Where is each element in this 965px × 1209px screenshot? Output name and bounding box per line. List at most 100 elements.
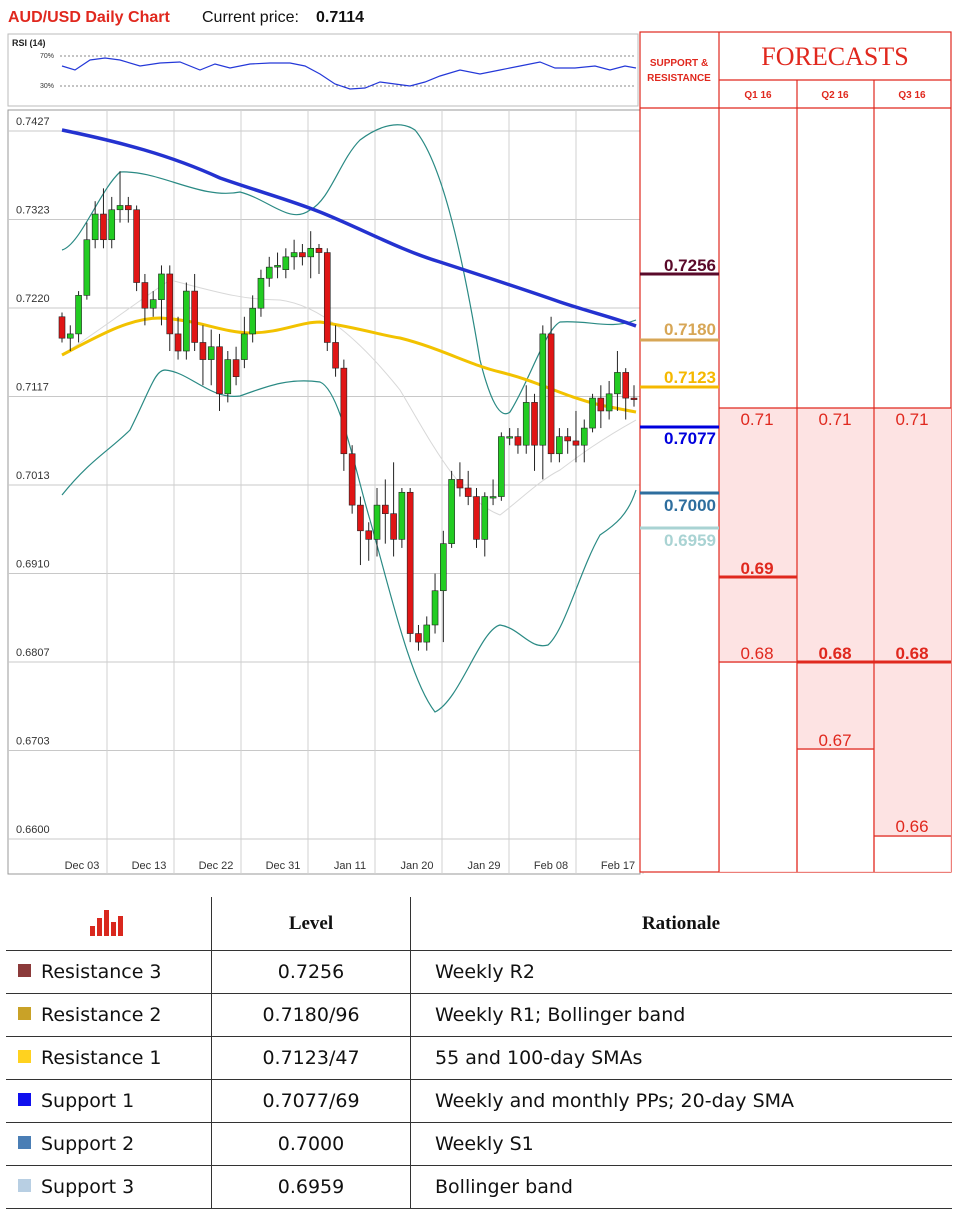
- candle: [158, 265, 165, 326]
- table-row: Support 3 0.6959 Bollinger band: [6, 1165, 952, 1209]
- candle-body-up: [108, 209, 116, 241]
- candle-body-down: [216, 346, 223, 395]
- chart-title: AUD/USD Daily Chart: [8, 9, 170, 26]
- row-label-cell: Support 3: [6, 1165, 212, 1209]
- candle: [183, 282, 190, 360]
- y-tick-label: 0.6807: [16, 647, 50, 659]
- row-rationale: Weekly R2: [410, 950, 952, 994]
- table-row: Resistance 3 0.7256 Weekly R2: [6, 950, 952, 994]
- candle: [514, 428, 522, 454]
- candle-body-up: [116, 205, 124, 211]
- candle-body-up: [257, 277, 265, 309]
- candle-body-down: [622, 372, 630, 399]
- x-tick-label: Dec 31: [266, 860, 301, 872]
- candle-body-down: [572, 440, 580, 446]
- y-tick-label: 0.6703: [16, 736, 50, 748]
- sr-level-s2: 0.7000: [664, 496, 716, 515]
- candle: [357, 496, 364, 566]
- candle-body-up: [506, 436, 513, 439]
- table-icon-cell: [6, 897, 212, 951]
- candle: [133, 205, 140, 292]
- candle: [589, 393, 596, 433]
- candle: [464, 470, 472, 506]
- candle: [423, 616, 431, 651]
- candle: [332, 325, 339, 377]
- row-label-cell: Resistance 1: [6, 1036, 212, 1080]
- x-tick-label: Feb 17: [601, 860, 635, 872]
- candle: [216, 333, 223, 411]
- candle-body-down: [315, 247, 323, 253]
- candle-body-up: [149, 299, 157, 309]
- forecast-q2-high: 0.71: [818, 410, 851, 429]
- candle-body-down: [100, 213, 107, 241]
- candle: [390, 462, 397, 557]
- candle: [456, 462, 464, 497]
- x-tick-label: Feb 08: [534, 860, 568, 872]
- sma-100-line: [61, 128, 637, 328]
- candle-body-down: [415, 633, 422, 643]
- y-tick-label: 0.6910: [16, 559, 50, 571]
- candle-body-up: [83, 239, 91, 296]
- candle: [506, 428, 513, 446]
- candle: [489, 479, 497, 506]
- candle: [174, 316, 182, 360]
- forecast-q2-mid: 0.68: [818, 644, 851, 663]
- candle-body-up: [265, 266, 273, 279]
- table-row: Resistance 2 0.7180/96 Weekly R1; Bollinge…: [6, 993, 952, 1037]
- x-axis: Dec 03 Dec 13 Dec 22 Dec 31 Jan 11 Jan 20 Jan …: [65, 860, 636, 872]
- candle: [141, 273, 149, 326]
- candle: [580, 419, 588, 463]
- candle: [572, 410, 580, 463]
- candle-body-down: [406, 491, 414, 634]
- candle: [556, 428, 563, 463]
- color-swatch: [18, 1007, 31, 1020]
- candle: [630, 385, 638, 407]
- candle: [622, 368, 630, 420]
- candle-body-up: [75, 295, 82, 335]
- candle: [274, 252, 281, 279]
- x-tick-label: Jan 29: [467, 860, 500, 872]
- y-tick-label: 0.6600: [16, 824, 50, 836]
- forecasts-title: FORECASTS: [761, 42, 908, 71]
- forecast-q2-low: 0.67: [818, 731, 851, 750]
- candle-body-up: [290, 252, 298, 258]
- candle-body-up: [373, 504, 381, 540]
- candle: [382, 479, 389, 544]
- forecast-panel: [639, 31, 952, 873]
- candle-body-up: [481, 496, 489, 540]
- candle-body-down: [456, 479, 464, 489]
- row-level: 0.7000: [211, 1122, 411, 1166]
- row-label: Resistance 1: [41, 1047, 162, 1069]
- forecast-q1-low: 0.68: [740, 644, 773, 663]
- row-label: Support 3: [41, 1176, 135, 1198]
- row-label-cell: Support 2: [6, 1122, 212, 1166]
- candle: [58, 312, 66, 343]
- bollinger-upper: [61, 124, 637, 415]
- candle-body-down: [340, 367, 348, 455]
- candle-body-up: [440, 543, 447, 592]
- sr-levels: [640, 272, 719, 530]
- candle: [547, 316, 555, 463]
- candle: [564, 428, 571, 454]
- price-label: Current price:: [202, 9, 299, 26]
- candle: [522, 385, 530, 454]
- candle: [224, 351, 232, 403]
- candle-body-up: [158, 273, 165, 300]
- color-swatch: [18, 1050, 31, 1063]
- candle-body-down: [514, 436, 522, 446]
- forecast-q3-high: 0.71: [895, 410, 928, 429]
- candle-body-down: [166, 273, 174, 335]
- candle: [348, 445, 356, 514]
- row-label: Support 1: [41, 1090, 135, 1112]
- sr-level-s1: 0.7077: [664, 429, 716, 448]
- sr-title-line2: RESISTANCE: [647, 73, 711, 84]
- candle-body-down: [299, 252, 306, 258]
- sma-55-line: [61, 316, 637, 414]
- candle-body-down: [564, 436, 571, 442]
- rsi-line: [61, 57, 637, 90]
- candle-body-down: [464, 487, 472, 497]
- candle: [597, 385, 605, 429]
- candle: [323, 248, 331, 352]
- candle: [481, 492, 489, 557]
- candle-body-up: [224, 359, 232, 395]
